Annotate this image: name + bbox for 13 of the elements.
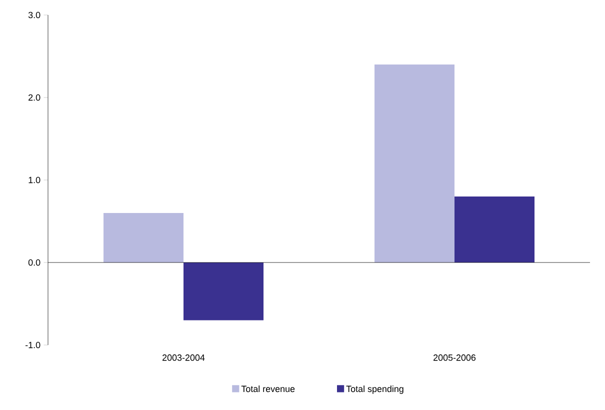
x-tick-label: 2005-2006: [434, 354, 476, 361]
bar: [184, 262, 264, 320]
bar: [374, 64, 455, 262]
bar: [104, 213, 184, 262]
y-tick-label: 0.0: [28, 259, 40, 266]
y-tick-label: 3.0: [28, 12, 40, 18]
y-tick-label: 2.0: [28, 94, 40, 101]
y-tick-label: -1.0: [26, 342, 40, 348]
x-tick-label: 2003-2004: [162, 354, 205, 361]
bar: [454, 196, 535, 262]
y-tick-label: 1.0: [28, 176, 40, 184]
legend-label: Total spending: [346, 385, 404, 394]
legend-label: Total revenue: [241, 385, 295, 392]
